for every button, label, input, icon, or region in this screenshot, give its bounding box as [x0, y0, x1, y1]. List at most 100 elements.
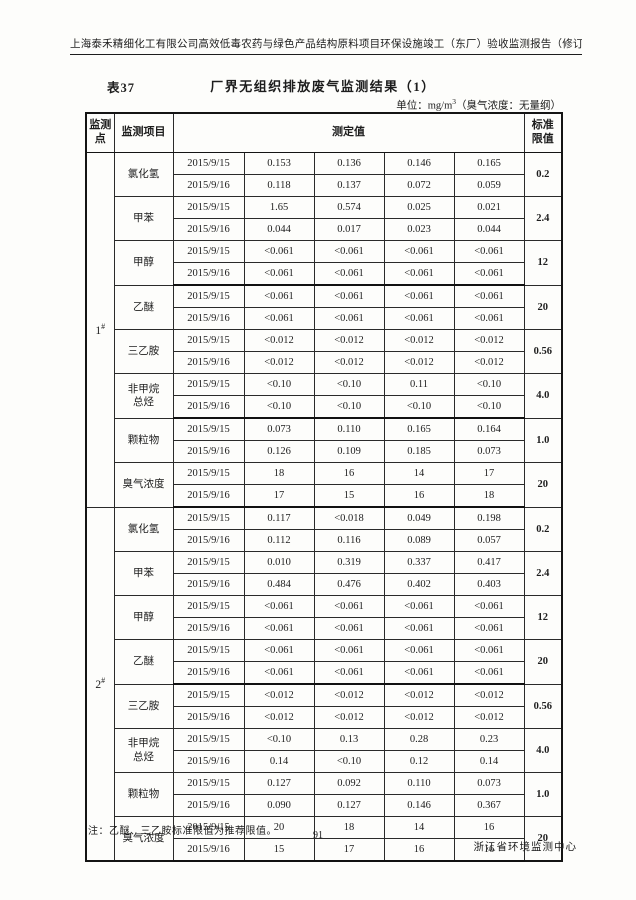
measured-value-cell: <0.061: [453, 639, 525, 662]
measured-value-cell: <0.012: [383, 683, 455, 707]
monitor-item-cell: 三乙胺: [113, 329, 174, 374]
measured-value-cell: 0.023: [383, 218, 455, 241]
measured-value-cell: <0.061: [313, 661, 385, 685]
measured-value-cell: 15: [313, 484, 385, 508]
document-header: 上海泰禾精细化工有限公司高效低毒农药与绿色产品结构原料项目环保设施竣工（东厂）验…: [70, 36, 582, 55]
standard-limit-cell: 20: [523, 284, 563, 330]
table-label: 表37: [107, 81, 136, 95]
measured-value-cell: 0.117: [243, 506, 315, 530]
measured-value-cell: <0.018: [313, 506, 385, 530]
monitor-item-name-line: 氯化氢: [127, 523, 160, 535]
measured-value-cell: 0.049: [383, 506, 455, 530]
table-row: 2015/9/16 <0.061 <0.061 <0.061 <0.061: [86, 262, 562, 286]
unit-suffix: （臭气浓度：无量纲）: [456, 100, 561, 112]
measured-value-cell: <0.061: [453, 661, 525, 685]
measured-value-cell: <0.061: [453, 284, 525, 308]
measured-value-cell: 0.092: [313, 772, 385, 795]
measured-value-cell: 0.23: [453, 728, 525, 751]
measured-value-cell: <0.10: [313, 395, 385, 419]
monitor-item-cell: 颗粒物: [113, 772, 174, 817]
header-standard-limit: 标准 限值: [523, 112, 563, 153]
measured-value-cell: 0.089: [383, 529, 455, 552]
standard-limit-cell: 0.2: [523, 152, 563, 197]
header-monitor-item: 监测项目: [113, 112, 174, 153]
monitor-item-name-line: 非甲烷: [127, 383, 160, 395]
measured-value-cell: <0.012: [243, 706, 315, 729]
standard-limit-cell: 4.0: [523, 373, 563, 419]
measured-value-cell: 0.010: [243, 551, 315, 574]
measured-value-cell: <0.012: [453, 683, 525, 707]
table-row: 甲苯 2015/9/15 0.010 0.319 0.337 0.417 2.4: [86, 551, 563, 596]
standard-limit-cell: 12: [523, 595, 563, 640]
sample-date-cell: 2015/9/16: [172, 794, 245, 817]
measured-value-cell: <0.012: [313, 329, 385, 352]
standard-limit-cell: 12: [523, 240, 563, 286]
measured-value-cell: <0.061: [383, 240, 455, 263]
table-row: 臭气浓度 2015/9/15 18 16 14 17 20: [86, 462, 563, 508]
measured-value-cell: 14: [383, 462, 455, 485]
document-header-text: 上海泰禾精细化工有限公司高效低毒农药与绿色产品结构原料项目环保设施竣工（东厂）验…: [70, 39, 582, 50]
measured-value-cell: 20: [243, 816, 315, 839]
measured-value-cell: 0.112: [243, 529, 315, 552]
measured-value-cell: 0.146: [383, 152, 455, 175]
monitor-point-number: 1: [95, 324, 102, 337]
standard-limit-cell: 1.0: [523, 417, 563, 463]
measured-value-cell: 1.65: [243, 196, 315, 219]
measured-value-cell: 0.417: [453, 551, 525, 574]
measured-value-cell: <0.061: [313, 617, 385, 640]
measured-value-cell: <0.10: [453, 395, 525, 419]
measured-value-cell: <0.061: [313, 639, 385, 662]
measured-value-cell: 0.017: [313, 218, 385, 241]
sample-date-cell: 2015/9/15: [172, 506, 245, 530]
measured-value-cell: 0.110: [383, 772, 455, 795]
measured-value-cell: 0.044: [453, 218, 525, 241]
monitor-item-name-line: 甲苯: [133, 567, 154, 579]
sample-date-cell: 2015/9/16: [172, 395, 245, 419]
measured-value-cell: <0.10: [243, 373, 315, 396]
measured-value-cell: 0.073: [453, 772, 525, 795]
measured-value-cell: <0.061: [243, 284, 315, 308]
table-row: 三乙胺 2015/9/15 <0.012 <0.012 <0.012 <0.012 0.56: [86, 683, 563, 729]
measured-value-cell: <0.012: [383, 706, 455, 729]
measured-value-cell: <0.061: [243, 595, 315, 618]
measured-value-cell: 18: [243, 462, 315, 485]
measured-value-cell: <0.061: [453, 262, 525, 286]
monitor-item-name-line: 甲醇: [133, 611, 154, 623]
measured-value-cell: <0.061: [313, 262, 385, 286]
measured-value-cell: <0.012: [313, 706, 385, 729]
measured-value-cell: <0.061: [313, 595, 385, 618]
monitor-item-name-line: 三乙胺: [127, 700, 160, 712]
measured-value-cell: <0.061: [243, 307, 315, 330]
table-row: 甲醇 2015/9/15 <0.061 <0.061 <0.061 <0.061 12: [86, 240, 563, 286]
measured-value-cell: <0.10: [243, 395, 315, 419]
measured-value-cell: 17: [243, 484, 315, 508]
monitor-item-cell: 非甲烷 总烃: [113, 373, 174, 419]
measured-value-cell: <0.061: [313, 284, 385, 308]
monitoring-table: 监测点 监测项目 测定值 标准 限值 1# 氯化氢 2015/9/15 0.153 0.…: [85, 112, 564, 862]
measured-value-cell: <0.012: [243, 329, 315, 352]
measured-value-cell: 0.11: [383, 373, 455, 396]
measured-value-cell: 16: [383, 484, 455, 508]
sample-date-cell: 2015/9/16: [172, 262, 245, 286]
standard-limit-cell: 20: [523, 816, 563, 862]
sample-date-cell: 2015/9/16: [172, 218, 245, 241]
measured-value-cell: 0.025: [383, 196, 455, 219]
measured-value-cell: <0.061: [453, 240, 525, 263]
table-row: 2015/9/16 <0.012 <0.012 <0.012 <0.012: [86, 351, 562, 374]
table-row: 2015/9/16 17 15 16 18: [86, 484, 562, 508]
sample-date-cell: 2015/9/16: [172, 174, 245, 197]
measured-value-cell: 0.402: [383, 573, 455, 596]
table-row: 2015/9/16 <0.061 <0.061 <0.061 <0.061: [86, 307, 562, 330]
measured-value-cell: <0.061: [383, 595, 455, 618]
monitor-item-name-line: 总烃: [133, 396, 154, 408]
table-row: 2015/9/16 0.118 0.137 0.072 0.059: [86, 174, 562, 197]
measured-value-cell: <0.012: [243, 683, 315, 707]
monitor-item-cell: 甲苯: [113, 196, 174, 241]
measured-value-cell: 0.137: [313, 174, 385, 197]
measured-value-cell: <0.061: [313, 240, 385, 263]
monitor-item-cell: 臭气浓度: [113, 816, 174, 862]
monitor-point-cell: 1#: [85, 152, 115, 508]
measured-value-cell: 0.110: [313, 417, 385, 441]
monitor-item-cell: 甲醇: [113, 595, 174, 640]
